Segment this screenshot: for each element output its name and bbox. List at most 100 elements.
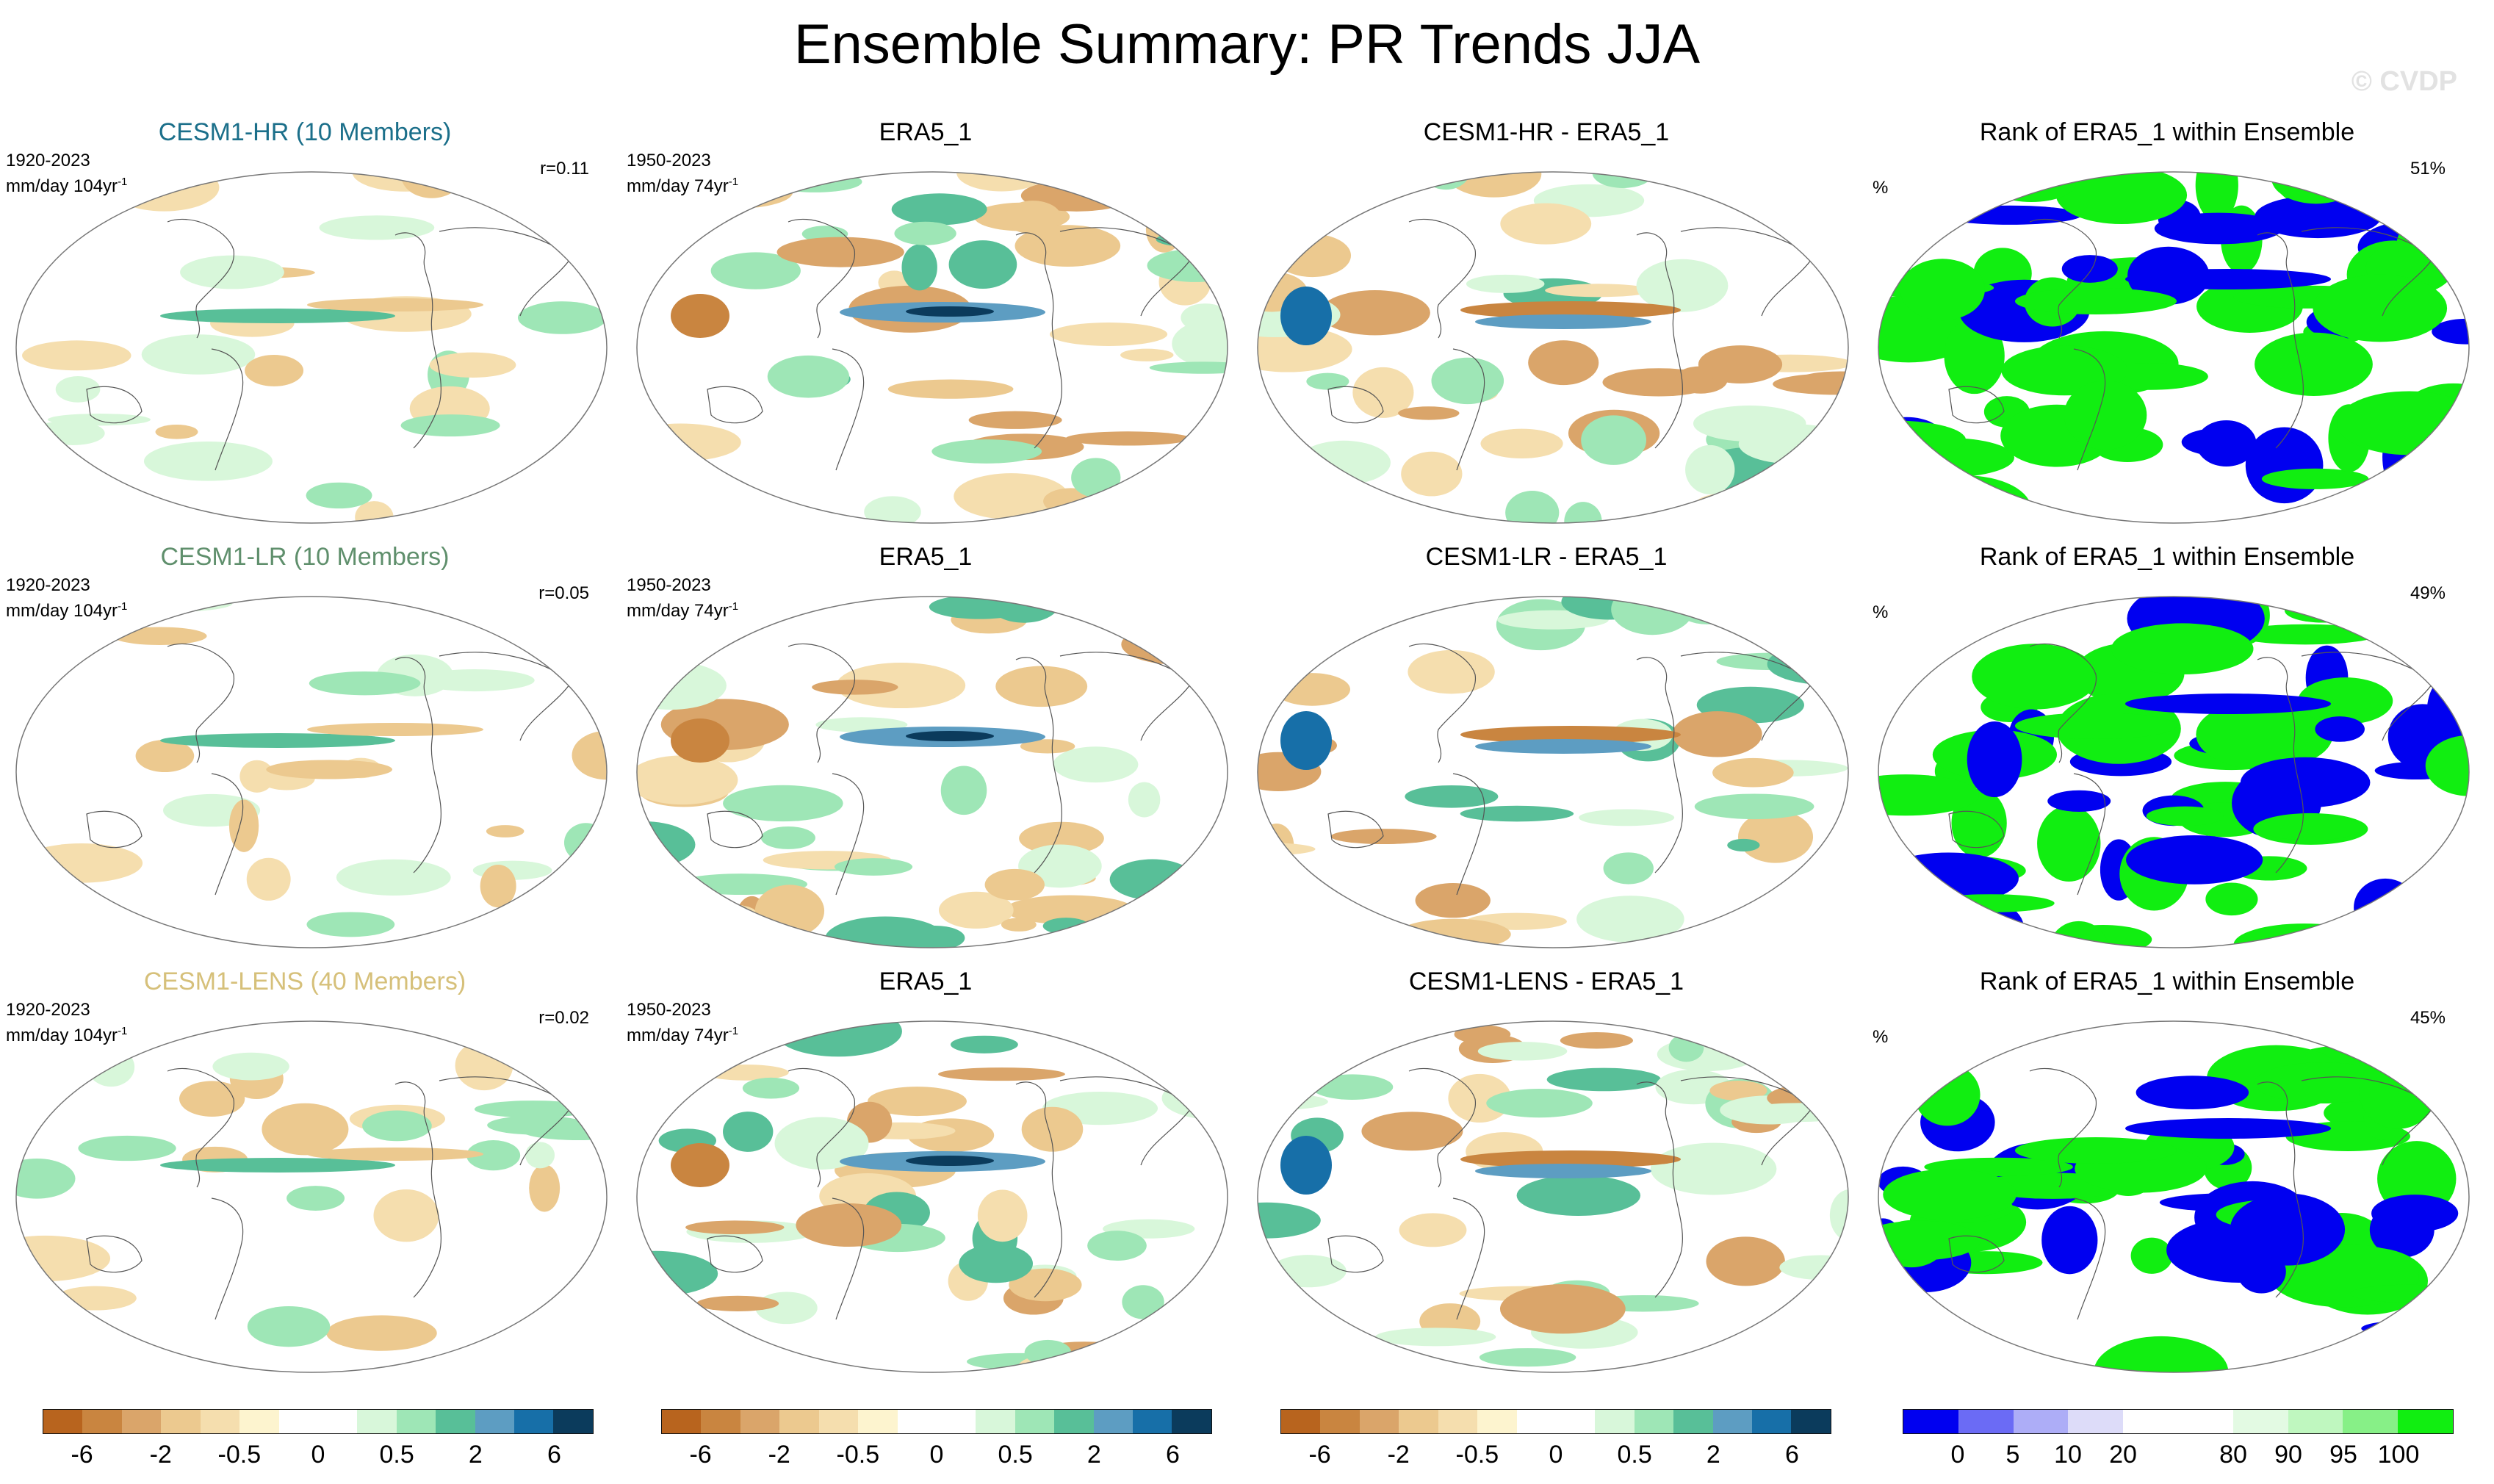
diff-panel-title: CESM1-HR - ERA5_1 <box>1423 118 1670 146</box>
trend-region <box>1479 1348 1576 1367</box>
trend-region <box>887 379 1014 399</box>
diff-panel-title: CESM1-LENS - ERA5_1 <box>1408 968 1684 995</box>
trend-region <box>1576 896 1684 943</box>
trend-region <box>637 755 738 805</box>
rank-region <box>2259 815 2363 840</box>
trend-region <box>1672 711 1762 757</box>
rank-region <box>2055 172 2188 225</box>
colorbar-box <box>1903 1410 1958 1433</box>
rank-region <box>2061 255 2118 283</box>
colorbar-tick-label: 0 <box>311 1441 325 1469</box>
map-border <box>1878 1020 2470 1373</box>
colorbar-tick-label: 100 <box>2377 1441 2420 1469</box>
colorbar-box <box>1516 1410 1556 1433</box>
globe-map <box>634 594 1230 951</box>
colorbar-tick-label: 80 <box>2219 1441 2247 1469</box>
trend-region <box>1065 431 1191 446</box>
coastline <box>2257 1081 2304 1298</box>
globe-map <box>13 169 610 526</box>
globe-map <box>13 594 610 951</box>
equatorial-band <box>1460 301 1681 319</box>
panel-model-row3: CESM1-LENS (40 Members) 1920-2023 mm/day… <box>0 967 610 1378</box>
trend-region <box>1560 1032 1634 1049</box>
trend-region <box>467 172 591 203</box>
rank-region <box>1900 259 1985 321</box>
trend-region <box>155 425 198 439</box>
trend-region <box>754 885 825 937</box>
colorbar-box <box>2068 1410 2124 1433</box>
trend-region <box>1706 1236 1785 1286</box>
colorbar-tick-label: 0 <box>929 1441 944 1469</box>
trend-region <box>671 294 729 338</box>
equatorial-band <box>160 309 395 323</box>
trend-region <box>1258 203 1325 228</box>
rank-region <box>1883 1169 2017 1220</box>
equatorial-band <box>1475 739 1651 754</box>
units-label: mm/day 74yr-1 <box>627 176 739 196</box>
trend-region <box>1500 203 1592 245</box>
trend-region <box>1466 274 1545 293</box>
rank-region <box>2196 699 2333 770</box>
trend-region <box>1564 502 1602 523</box>
map-svg <box>15 1020 608 1373</box>
trend-region <box>1311 1074 1394 1100</box>
coastline <box>211 773 244 896</box>
trend-region <box>1401 451 1463 497</box>
rank-region <box>2254 1062 2393 1103</box>
coastline <box>167 218 235 339</box>
colorbar-box <box>239 1410 279 1433</box>
coastline <box>1636 1081 1683 1298</box>
trend-region <box>637 504 669 523</box>
panel-info: 1950-2023 mm/day 74yr-1 <box>627 574 738 622</box>
period-label: 1950-2023 <box>627 575 711 595</box>
coastline <box>2257 657 2304 874</box>
coastline <box>1948 810 2005 849</box>
trend-region <box>373 1189 439 1242</box>
colorbar-box <box>2123 1410 2178 1433</box>
trend-region <box>836 663 966 709</box>
trend-region <box>1773 373 1848 395</box>
map-field <box>16 597 607 948</box>
colorbar-box <box>2232 1410 2288 1433</box>
colorbar-box <box>2177 1410 2233 1433</box>
colorbar-box <box>1399 1410 1438 1433</box>
colorbar-tick-label: -0.5 <box>1455 1441 1499 1469</box>
rank-region <box>1914 1064 1981 1126</box>
colorbar-boxes <box>661 1409 1212 1434</box>
colorbar-trend-3: -6 -2 -0.5 0 0.5 2 6 <box>1280 1409 1831 1475</box>
trend-region <box>245 355 304 386</box>
colorbar-box <box>357 1410 397 1433</box>
trend-region <box>1019 821 1104 855</box>
rank-region <box>1972 644 2098 710</box>
trend-region <box>768 172 862 192</box>
map-svg <box>15 596 608 948</box>
map-field <box>1258 1021 1848 1372</box>
rank-region <box>2255 332 2373 396</box>
panel-info: 1950-2023 mm/day 74yr-1 <box>627 999 738 1046</box>
trend-region <box>901 244 937 291</box>
trend-region <box>16 614 50 636</box>
coastline <box>211 348 244 471</box>
trend-region <box>1581 415 1647 465</box>
obs-panel-title: ERA5_1 <box>879 118 973 146</box>
rank-region <box>2181 428 2256 456</box>
trend-region <box>55 1286 137 1311</box>
colorbar-tick-label: 0 <box>1950 1441 1965 1469</box>
map-border <box>1878 171 2470 524</box>
trend-region <box>1803 597 1848 622</box>
coastline <box>707 810 763 849</box>
percent-symbol: % <box>1873 1027 1889 1047</box>
trend-region <box>1698 345 1783 383</box>
panel-model-row2: CESM1-LR (10 Members) 1920-2023 mm/day 1… <box>0 542 610 954</box>
trend-region <box>742 1077 800 1099</box>
trend-region <box>37 421 98 435</box>
trend-region <box>760 826 815 849</box>
coastline <box>2073 348 2106 471</box>
globe-map <box>1875 1018 2472 1375</box>
pattern-correlation: r=0.05 <box>538 583 589 603</box>
coastline <box>1452 348 1485 471</box>
map-svg <box>636 596 1228 948</box>
trend-region <box>1737 810 1814 863</box>
colorbar-box <box>662 1410 702 1433</box>
units-label: mm/day 74yr-1 <box>627 1025 739 1045</box>
